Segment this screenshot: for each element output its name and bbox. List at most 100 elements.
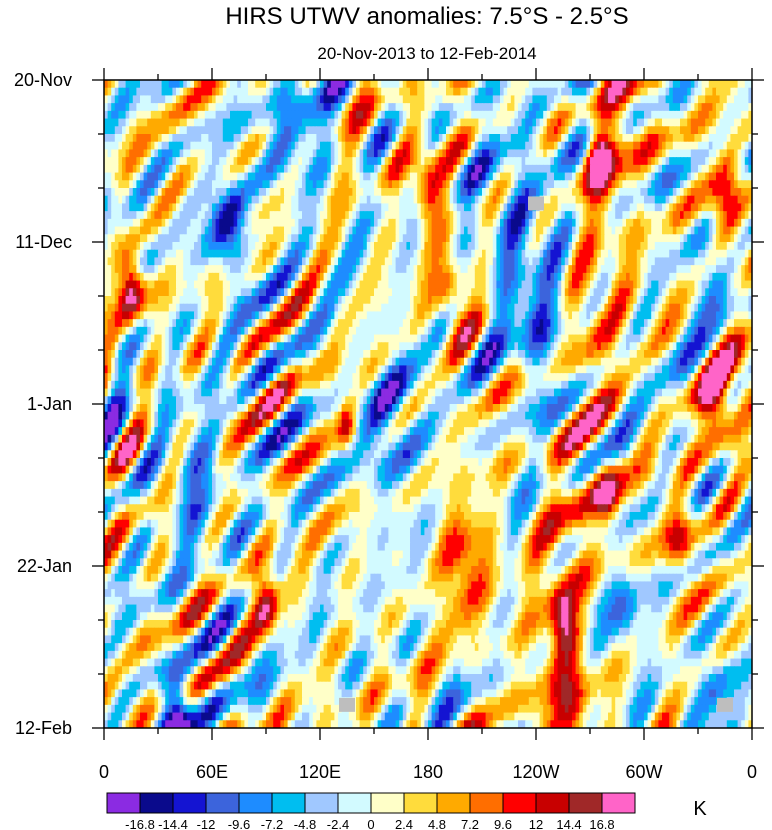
field-cell [640,95,645,104]
field-cell [420,103,425,112]
field-cell [374,118,379,127]
field-cell [161,257,166,266]
field-cell [122,141,127,151]
field-cell [356,234,361,243]
field-cell [449,87,454,97]
field-cell [330,87,335,97]
field-cell [518,257,523,266]
field-cell [287,211,292,220]
field-cell [464,265,469,274]
field-cell [633,180,638,189]
field-cell [550,157,555,166]
field-cell [384,134,389,143]
field-cell [406,87,411,97]
field-cell [532,80,537,89]
field-cell [435,164,440,174]
field-cell [586,180,591,189]
field-cell [608,110,613,120]
field-cell [273,126,278,135]
field-cell [579,87,584,97]
field-cell [204,226,209,235]
field-cell [687,234,692,243]
field-cell [478,288,483,297]
field-cell [572,188,577,197]
field-cell [482,195,487,205]
field-cell [719,80,724,89]
field-cell [543,226,548,235]
field-cell [168,226,173,235]
field-cell [737,280,742,289]
field-cell [561,149,566,158]
field-cell [240,110,245,120]
field-cell [377,87,382,97]
field-cell [348,195,353,205]
field-cell [309,249,314,259]
field-cell [395,288,400,297]
field-cell [194,172,199,181]
field-cell [741,118,746,127]
field-cell [377,95,382,104]
field-cell [593,118,598,127]
field-cell [467,157,472,166]
field-cell [334,157,339,166]
field-cell [377,226,382,235]
field-cell [122,118,127,127]
field-cell [478,118,483,127]
field-cell [154,249,159,259]
field-cell [381,103,386,112]
field-cell [626,149,631,158]
field-cell [150,103,155,112]
field-cell [417,265,422,274]
field-cell [255,87,260,97]
field-cell [456,87,461,97]
field-cell [492,149,497,158]
field-cell [672,95,677,104]
field-cell [593,265,598,274]
field-cell [287,110,292,120]
field-cell [694,180,699,189]
field-cell [435,280,440,289]
field-cell [510,242,515,251]
field-cell [129,164,134,174]
field-cell [402,103,407,112]
field-cell [165,134,170,143]
field-cell [424,164,429,174]
field-cell [730,188,735,197]
field-cell [575,280,580,289]
field-cell [244,234,249,243]
field-cell [575,141,580,151]
field-cell [716,149,721,158]
field-cell [302,80,307,89]
field-cell [485,103,490,112]
field-cell [644,211,649,220]
field-cell [125,180,130,189]
field-cell [395,242,400,251]
field-cell [500,157,505,166]
field-cell [543,103,548,112]
field-cell [168,87,173,97]
field-cell [330,180,335,189]
field-cell [309,172,314,181]
field-cell [464,141,469,151]
field-cell [647,242,652,251]
field-cell [446,249,451,259]
field-cell [147,288,152,297]
field-cell [356,265,361,274]
field-cell [312,218,317,228]
field-cell [197,242,202,251]
field-cell [622,249,627,259]
field-cell [482,126,487,135]
field-cell [532,226,537,235]
field-cell [168,172,173,181]
field-cell [500,257,505,266]
field-cell [435,149,440,158]
field-cell [521,80,526,89]
field-cell [197,180,202,189]
field-cell [222,141,227,151]
field-cell [132,118,137,127]
field-cell [665,172,670,181]
field-cell [111,157,116,166]
field-cell [705,218,710,228]
field-cell [402,80,407,89]
field-cell [399,226,404,235]
